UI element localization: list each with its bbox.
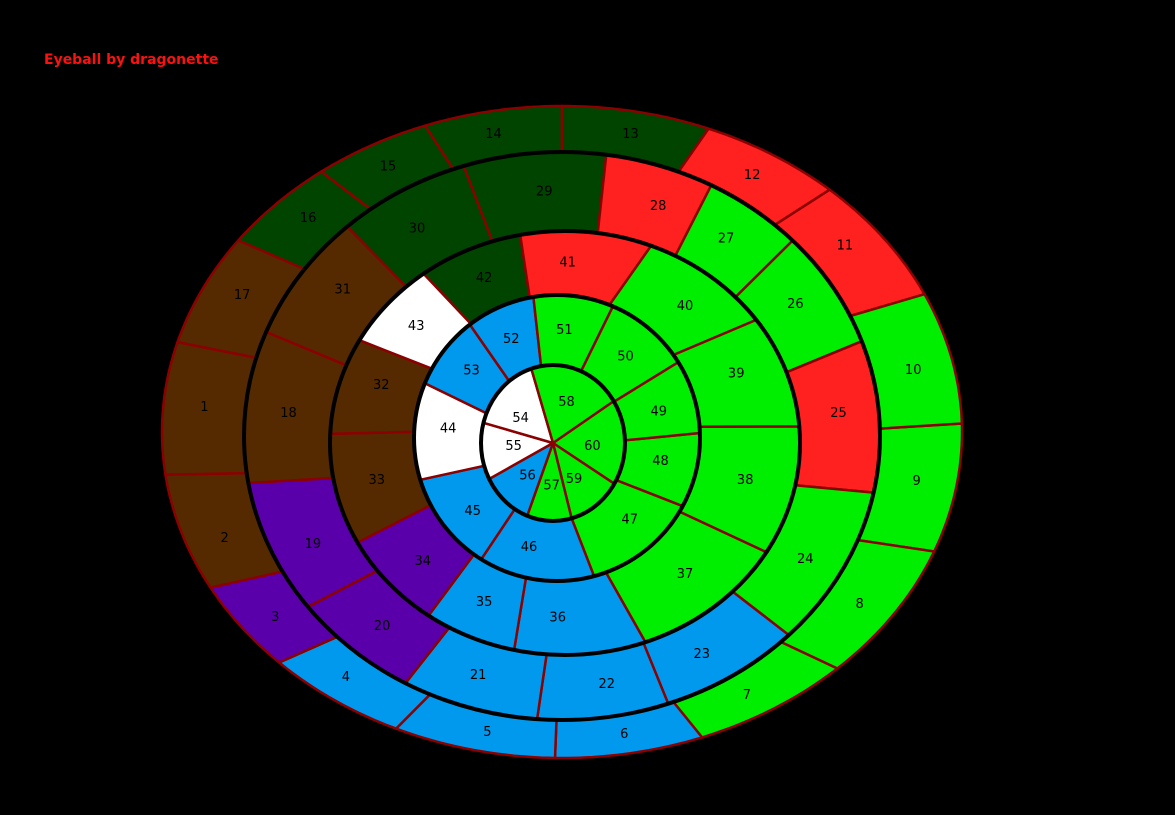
territory-label: 28 (650, 199, 667, 214)
territory-label: 36 (549, 611, 566, 626)
territory-label: 50 (617, 350, 634, 365)
territory-label: 59 (566, 472, 583, 487)
territory-label: 31 (334, 283, 351, 298)
territory-label: 10 (905, 363, 922, 378)
territory-label: 47 (621, 513, 638, 528)
territory-label: 32 (373, 378, 390, 393)
ring-border (328, 229, 802, 657)
territory-label: 34 (415, 554, 432, 569)
territory-label: 48 (652, 454, 669, 469)
territory-label: 40 (677, 299, 694, 314)
territory-label: 19 (305, 537, 322, 552)
territory-label: 57 (543, 478, 560, 493)
territory-label: 23 (694, 647, 711, 662)
territories (160, 104, 964, 760)
ring-borders (242, 150, 882, 722)
territory-label: 1 (200, 400, 208, 415)
territory[interactable] (160, 340, 258, 476)
territory-label: 55 (505, 439, 522, 454)
territory-label: 3 (271, 610, 279, 625)
territory-label: 58 (558, 395, 575, 410)
territory-label: 6 (620, 727, 628, 742)
territory-label: 13 (622, 127, 639, 142)
territory-label: 41 (559, 256, 576, 271)
territory-label: 22 (599, 677, 616, 692)
territory-label: 16 (300, 211, 317, 226)
territory-label: 51 (556, 323, 573, 338)
territory-label: 37 (677, 567, 694, 582)
map-title: Eyeball by dragonette (44, 52, 219, 68)
territory-label: 20 (374, 619, 391, 634)
territory-label: 54 (512, 411, 529, 426)
territory-label: 11 (837, 239, 854, 254)
territory-label: 45 (464, 504, 481, 519)
territory-label: 8 (855, 597, 863, 612)
territory-label: 29 (536, 185, 553, 200)
territory-label: 12 (744, 168, 761, 183)
ring-border (479, 363, 627, 523)
territory-label: 53 (463, 364, 480, 379)
territory-label: 43 (408, 319, 425, 334)
territory-label: 39 (728, 367, 745, 382)
territory-label: 49 (651, 404, 668, 419)
territory-label: 7 (743, 688, 751, 703)
territory-label: 42 (476, 271, 493, 286)
territory-label: 25 (830, 406, 847, 421)
territory-label: 56 (519, 468, 536, 483)
territory-label: 21 (470, 668, 487, 683)
ring-border (242, 150, 882, 722)
territory-label: 5 (483, 725, 491, 740)
territory-label: 15 (380, 160, 397, 175)
territory-label: 44 (440, 421, 457, 436)
ring-border (412, 293, 702, 583)
territory-label: 4 (342, 670, 350, 685)
territory-label: 46 (521, 540, 538, 555)
territory-label: 60 (584, 439, 601, 454)
territory-label: 17 (234, 288, 251, 303)
territory-label: 30 (409, 222, 426, 237)
territory-label: 18 (280, 406, 297, 421)
territory-label: 14 (485, 127, 502, 142)
territory-label: 2 (221, 531, 229, 546)
territory-label: 26 (787, 297, 804, 312)
territory-label: 35 (476, 595, 493, 610)
territory-label: 9 (912, 474, 920, 489)
territory-label: 27 (718, 231, 735, 246)
territory-label: 33 (369, 473, 386, 488)
territory-label: 24 (797, 552, 814, 567)
territory-label: 52 (503, 332, 520, 347)
territory-label: 38 (737, 473, 754, 488)
